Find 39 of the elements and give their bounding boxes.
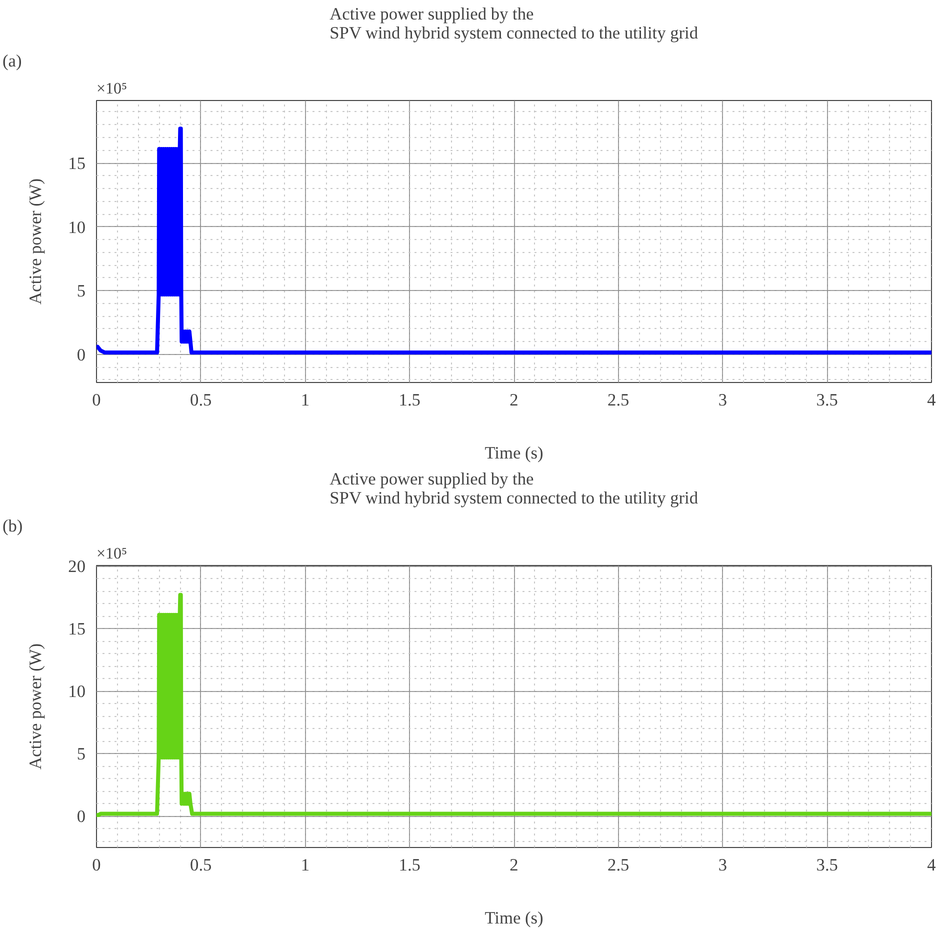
x-tick-label: 0.5 xyxy=(190,390,212,410)
x-tick-label: 2 xyxy=(510,856,518,874)
line-series xyxy=(96,126,932,355)
text: ×10⁵ xyxy=(96,546,128,562)
x-axis-title: Time (s) xyxy=(484,444,544,462)
x-tick-label: 0.5 xyxy=(190,856,212,874)
x-tick-label: 1.5 xyxy=(398,390,420,410)
y-tick-label: 15 xyxy=(68,154,86,174)
text: (b) xyxy=(2,516,23,536)
x-tick-label: 1.5 xyxy=(398,856,420,874)
x-tick-label: 1 xyxy=(300,856,310,874)
text: ×10⁵ xyxy=(96,80,128,98)
y-tick-label: 20 xyxy=(68,557,86,576)
text: (a) xyxy=(2,52,22,70)
x-tick-label: 3 xyxy=(718,856,728,874)
x-tick-label: 2.5 xyxy=(608,390,630,410)
chart-title: Active power supplied by the SPV wind hybrid system connected to the utility grid xyxy=(330,4,698,42)
x-tick-label: 4 xyxy=(927,390,936,410)
y-tick-label: 5 xyxy=(76,744,86,764)
x-tick-label: 2 xyxy=(510,390,518,410)
chart-title: Active power supplied by the SPV wind hybrid system connected to the utility grid xyxy=(330,470,698,508)
x-tick-label: 0 xyxy=(92,390,101,410)
line-series xyxy=(96,592,932,817)
y-tick-label: 15 xyxy=(68,620,86,639)
x-axis-title: Time (s) xyxy=(484,908,544,928)
x-tick-label: 3 xyxy=(718,390,728,410)
y-tick-label: 5 xyxy=(76,282,86,301)
x-tick-label: 3.5 xyxy=(816,390,838,410)
y-tick-label: 0 xyxy=(76,345,86,364)
y-tick-label: 10 xyxy=(68,682,86,702)
y-axis-title: Active power (W) xyxy=(26,643,46,770)
y-tick-label: 0 xyxy=(76,807,86,826)
x-tick-label: 3.5 xyxy=(816,856,838,874)
y-tick-label: 10 xyxy=(68,218,86,237)
x-tick-label: 2.5 xyxy=(608,856,630,874)
x-tick-label: 4 xyxy=(927,856,936,874)
y-axis-title: Active power (W) xyxy=(26,178,46,305)
x-tick-label: 0 xyxy=(92,856,101,874)
x-tick-label: 1 xyxy=(300,390,310,410)
